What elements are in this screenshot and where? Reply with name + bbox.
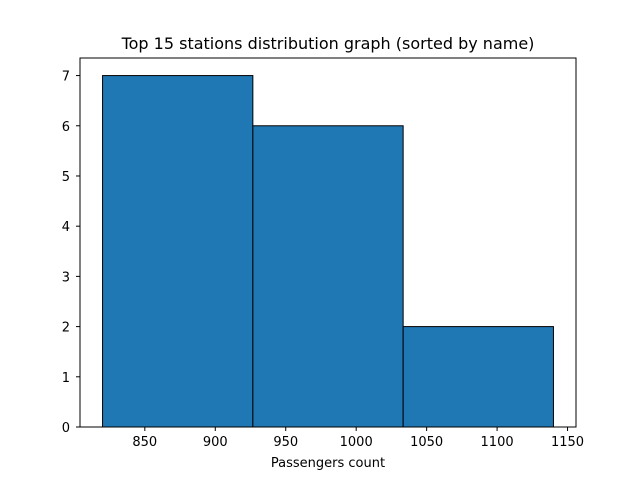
y-axis-ticks: 0 1 2 3 4 5 6 7 — [62, 70, 80, 436]
x-tick-label: 850 — [132, 435, 157, 450]
bars-group — [102, 75, 554, 428]
y-tick-label: 2 — [62, 321, 70, 336]
histogram-bar-1 — [102, 75, 254, 428]
x-tick-label: 1150 — [551, 435, 584, 450]
y-tick-label: 5 — [62, 170, 70, 185]
y-tick-label: 4 — [62, 220, 70, 235]
x-axis-label: Passengers count — [271, 456, 385, 471]
x-tick-label: 900 — [203, 435, 228, 450]
x-axis-ticks: 850 900 950 1000 1050 1100 1150 — [132, 427, 584, 450]
x-tick-label: 1000 — [340, 435, 373, 450]
y-tick-label: 6 — [62, 120, 70, 135]
x-tick-label: 1050 — [410, 435, 443, 450]
x-tick-label: 1100 — [481, 435, 514, 450]
x-tick-label: 950 — [273, 435, 298, 450]
plot-frame — [79, 57, 577, 428]
histogram-bar-3 — [402, 326, 554, 428]
y-tick-label: 7 — [62, 70, 70, 85]
y-tick-label: 0 — [62, 421, 70, 436]
chart-title: Top 15 stations distribution graph (sort… — [121, 34, 535, 53]
y-tick-label: 1 — [62, 371, 70, 386]
histogram-bar-2 — [252, 125, 404, 428]
y-tick-label: 3 — [62, 270, 70, 285]
